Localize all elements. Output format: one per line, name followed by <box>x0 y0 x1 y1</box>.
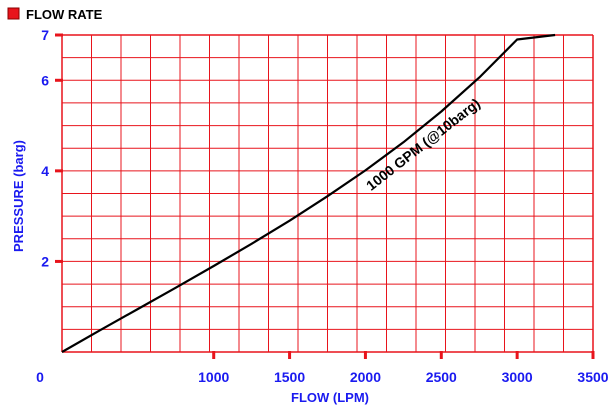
y-tick-label: 4 <box>41 163 49 179</box>
data-series <box>61 33 556 353</box>
legend-label: FLOW RATE <box>26 7 103 22</box>
x-tick-label: 3500 <box>577 369 608 385</box>
y-tick-label: 7 <box>41 27 49 43</box>
x-tick-label: 2500 <box>426 369 457 385</box>
x-tick-label: 1000 <box>198 369 229 385</box>
x-axis-title: FLOW (LPM) <box>291 390 369 405</box>
y-axis-title: PRESSURE (barg) <box>11 140 26 252</box>
x-tick-label: 3000 <box>502 369 533 385</box>
y-tick-label: 6 <box>41 72 49 88</box>
x-tick-label: 2000 <box>350 369 381 385</box>
plot-grid <box>61 34 594 353</box>
x-tick-label: 1500 <box>274 369 305 385</box>
legend-swatch <box>7 7 20 20</box>
series-line <box>61 33 556 353</box>
y-tick-label: 2 <box>41 253 49 269</box>
tick-labels: 2 4 6 7 0 1000 1500 2000 2500 3000 3500 <box>36 27 609 385</box>
axis-ticks <box>55 33 595 359</box>
curve-annotation: 1000 GPM (@10barg) <box>363 95 483 194</box>
x-tick-label: 0 <box>36 369 44 385</box>
